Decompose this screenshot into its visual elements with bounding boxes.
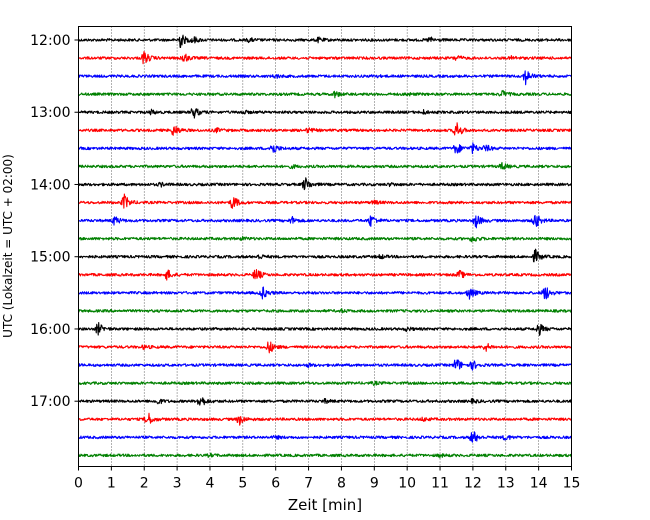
trace-1400 [78,177,573,191]
trace-1745 [77,452,573,459]
x-tick-label: 0 [74,476,83,492]
x-tick-label: 11 [431,476,449,492]
x-tick-label: 10 [398,476,416,492]
x-tick-label: 15 [563,476,581,492]
trace-1545 [77,308,573,314]
x-tick-label: 6 [271,476,280,492]
trace-1345 [77,161,572,170]
y-axis-label: UTC (Lokalzeit = UTC + 02:00) [1,154,15,338]
x-tick-label: 14 [530,476,548,492]
trace-1330 [77,142,573,155]
x-tick-label: 7 [304,476,313,492]
plot-frame [78,26,572,467]
x-tick-label: 4 [206,476,215,492]
y-axis-ticks: 12:00 13:00 14:00 15:00 16:00 17:00 [30,33,79,410]
x-tick-label: 3 [173,476,182,492]
trace-1530 [78,286,572,300]
trace-1445 [78,235,573,243]
trace-1430 [78,214,573,229]
trace-1715 [78,412,573,426]
trace-1700 [78,397,572,406]
x-tick-label: 1 [107,476,116,492]
y-tick-label: 14:00 [30,177,70,193]
y-tick-label: 13:00 [30,105,70,121]
vertical-gridlines [111,26,539,467]
y-tick-label: 17:00 [30,394,70,410]
trace-1645 [78,380,573,387]
trace-1500 [77,248,573,263]
x-tick-label: 13 [497,476,515,492]
y-tick-label: 12:00 [30,33,70,49]
y-tick-label: 16:00 [30,322,70,338]
trace-1615 [78,341,572,354]
x-axis-ticks: 0 1 2 3 4 5 6 7 8 9 10 11 12 13 14 15 [74,466,581,492]
x-axis-label: Zeit [min] [288,496,362,514]
trace-1245 [78,89,573,99]
x-tick-label: 9 [370,476,379,492]
seismogram-traces [77,34,573,459]
trace-1300 [77,108,572,119]
trace-1230 [78,70,572,86]
x-tick-label: 12 [464,476,482,492]
trace-1515 [78,268,573,281]
plot-area [78,26,572,467]
trace-1600 [78,322,573,336]
trace-1730 [78,431,572,443]
trace-1315 [78,122,572,136]
trace-1415 [77,193,573,209]
x-tick-label: 2 [140,476,149,492]
trace-1630 [77,359,573,371]
x-tick-label: 5 [238,476,247,492]
y-tick-label: 15:00 [30,250,70,266]
x-tick-label: 8 [337,476,346,492]
trace-1200 [78,34,572,49]
trace-1215 [78,50,572,65]
